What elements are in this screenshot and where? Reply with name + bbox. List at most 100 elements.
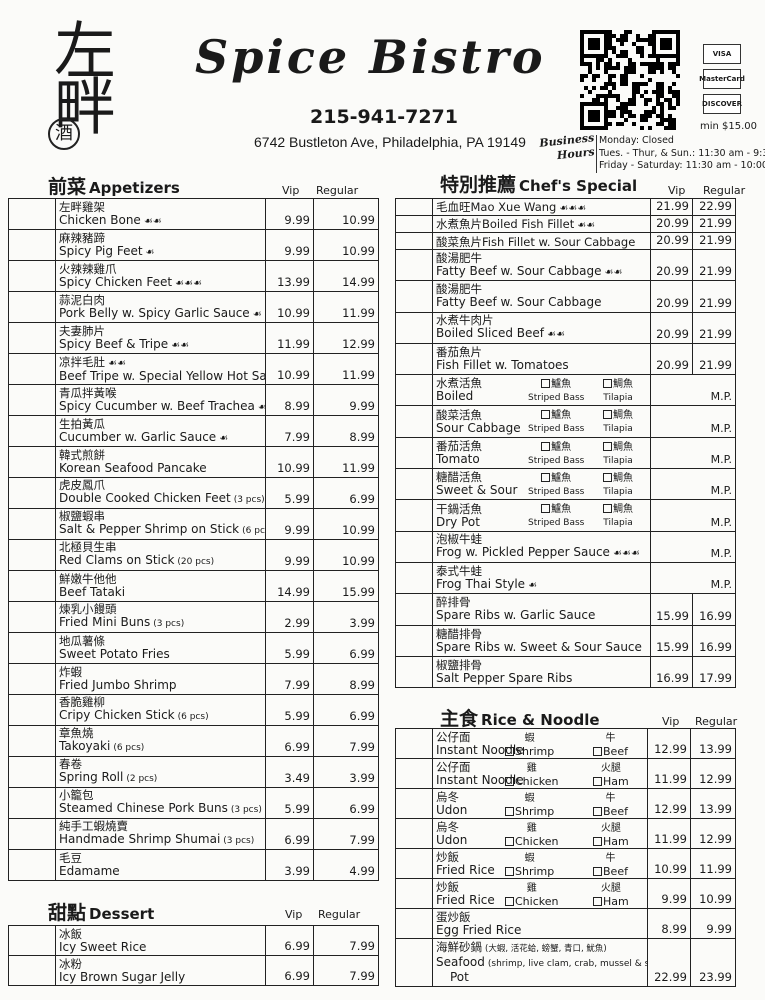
menu-row: 蒜泥白肉 Pork Belly w. Spicy Garlic Sauce ☙ 10.… <box>8 291 379 323</box>
regular-price: 15.99 <box>313 570 379 602</box>
qr-module <box>592 74 596 78</box>
qr-module <box>676 94 680 98</box>
name-cell: 火辣辣雞爪 Spicy Chicken Feet ☙☙☙ <box>55 260 266 292</box>
qr-module <box>632 114 636 118</box>
item-en: Boiled Sliced Beef <box>436 326 544 341</box>
item-note: (6 pcs) <box>177 712 209 722</box>
blank-cell <box>395 436 433 470</box>
option-cn: 雞 <box>526 763 537 774</box>
qr-module <box>660 54 664 58</box>
spicy: ☙ <box>145 246 155 258</box>
item-en: Fried Jumbo Shrimp <box>59 678 177 692</box>
qr-module <box>656 54 660 58</box>
qr-module <box>676 102 680 106</box>
spicy: ☙☙☙ <box>559 203 587 214</box>
qr-module <box>604 126 608 130</box>
item-en: Chicken Bone <box>59 212 141 227</box>
option-cn-line: 蝦 <box>505 852 554 865</box>
item-en: Spring Roll <box>59 770 124 784</box>
qr-module <box>592 98 596 102</box>
item-cn-line: 麻辣豬蹄 <box>59 231 265 245</box>
regular-price: 16.99 <box>692 593 736 626</box>
name-cell: 水煮活魚 Boiled 鱸魚 Striped Bass 鯛魚 Tilapia <box>432 374 651 407</box>
qr-module <box>588 110 592 114</box>
qr-module <box>608 38 612 42</box>
option: 鯛魚 Tilapia <box>603 409 633 436</box>
checkbox <box>505 897 514 906</box>
qr-module <box>620 42 624 46</box>
vip-price: 5.99 <box>265 694 314 726</box>
hours-line: Tues. - Thur, & Sun.: 11:30 am - 9:30 pm <box>599 147 765 159</box>
item-cn-line: 小籠包 <box>59 789 265 802</box>
qr-module <box>604 94 608 98</box>
qr-module <box>584 30 588 34</box>
qr-module <box>580 34 584 38</box>
qr-module <box>608 82 612 86</box>
name-cell: 虎皮鳳爪 Double Cooked Chicken Feet (3 pcs) <box>55 477 266 509</box>
item-en-line: Sour Cabbage <box>436 421 650 435</box>
option-cn: 雞 <box>526 883 537 894</box>
qr-module <box>676 58 680 62</box>
qr-module <box>640 50 644 54</box>
item-cn: 煉乳小饅頭 <box>59 602 117 616</box>
regular-price: 3.99 <box>313 756 379 788</box>
option-cn-line: 牛 <box>593 792 628 805</box>
qr-module <box>668 30 672 34</box>
qr-module <box>596 114 600 118</box>
regular-price: 10.99 <box>313 198 379 230</box>
blank-cell <box>8 632 56 664</box>
qr-module <box>592 54 596 58</box>
qr-module <box>596 94 600 98</box>
item-cn: 虎皮鳳爪 <box>59 478 105 492</box>
vip-price: 14.99 <box>265 570 314 602</box>
item-cn-line: 水煮牛肉片 <box>436 314 650 327</box>
minimum: min $15.00 <box>700 121 758 132</box>
item-cn: 干鍋活魚 <box>436 501 482 516</box>
qr-module <box>604 30 608 34</box>
name-cell: 純手工蝦燒賣 Handmade Shrimp Shumai (3 pcs) <box>55 818 266 850</box>
qr-module <box>588 46 592 50</box>
regular-price: 14.99 <box>313 260 379 292</box>
qr-module <box>604 82 608 86</box>
price-cell: M.P. <box>650 374 736 407</box>
regular-price: 17.99 <box>692 655 736 689</box>
blank-cell <box>8 198 56 230</box>
qr-module <box>620 114 624 118</box>
item-en-line: Korean Seafood Pancake <box>59 462 265 475</box>
qr-module <box>652 50 656 54</box>
option-en: Tilapia <box>603 518 633 529</box>
name-cell: 泰式牛蛙 Frog Thai Style ☙ <box>432 561 651 595</box>
item-cn: 泡椒牛蛙 <box>436 532 482 547</box>
qr-module <box>580 74 584 78</box>
item-en: Sweet & Sour <box>436 483 518 498</box>
item-cn-line: 凉拌毛肚 ☙☙ <box>59 355 265 370</box>
option-en: Shrimp <box>515 865 555 878</box>
qr-module <box>644 82 648 86</box>
option-en: Shrimp <box>515 805 555 818</box>
item-en-line: Salt & Pepper Shrimp on Stick(6 pcs) <box>59 523 265 538</box>
qr-module <box>668 126 672 130</box>
option-en-line: Tilapia <box>603 485 633 499</box>
qr-module <box>656 58 660 62</box>
vip-price: 20.99 <box>650 342 693 376</box>
item-cn: 泰式牛蛙 <box>436 563 482 578</box>
regular-price: 7.99 <box>313 955 379 986</box>
menu-row: 水煮活魚 Boiled 鱸魚 Striped Bass 鯛魚 Tilapia M.P. <box>395 374 736 407</box>
spicy: ☙ <box>219 432 229 444</box>
item-en: Red Clams on Stick <box>59 553 175 567</box>
qr-module <box>652 110 656 114</box>
qr-module <box>668 122 672 126</box>
qr-module <box>604 54 608 58</box>
item-en: Dry Pot <box>436 514 480 529</box>
item-cn: 左畔雞架 <box>59 199 105 214</box>
qr-module <box>664 54 668 58</box>
option: 蝦 Shrimp <box>505 792 555 818</box>
spicy: ☙ <box>528 579 538 591</box>
item-cn-line: 左畔雞架 <box>59 199 265 214</box>
menu-row: 章魚燒 Takoyaki (6 pcs) 6.99 7.99 <box>8 725 379 757</box>
option-en: Striped Bass <box>528 424 585 435</box>
blank-cell <box>395 938 433 987</box>
menu-row: 毛血旺Mao Xue Wang ☙☙☙ 21.99 22.99 <box>395 198 736 216</box>
qr-module <box>600 102 604 106</box>
qr-module <box>584 62 588 66</box>
